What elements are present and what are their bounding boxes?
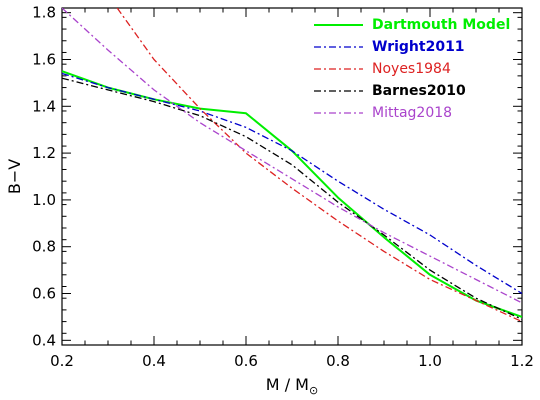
axes	[61, 7, 523, 346]
x-axis-title-subscript: ⊙	[309, 384, 318, 397]
series-line-dartmouth-model	[62, 70, 522, 318]
x-tick-label: 0.4	[142, 352, 166, 370]
x-tick-label: 1.0	[418, 352, 442, 370]
series-line-wright2011	[62, 72, 522, 295]
legend: Dartmouth Model Wright2011 Noyes1984 Barnes…	[314, 17, 510, 121]
y-tick-label: 1.2	[32, 144, 56, 162]
x-tick-label: 0.2	[50, 352, 74, 370]
x-tick-label: 1.2	[510, 352, 534, 370]
plot-frame	[61, 7, 523, 346]
y-tick-label: 1.0	[32, 191, 56, 209]
y-tick-label: 1.8	[32, 4, 56, 22]
series-line-noyes1984	[116, 8, 522, 323]
y-tick-label: 1.4	[32, 97, 56, 115]
y-tick-label: 0.4	[32, 331, 56, 349]
x-tick-label: 0.8	[326, 352, 350, 370]
x-axis-title-main: M / M	[266, 375, 309, 394]
legend-label: Mittag2018	[372, 105, 452, 121]
legend-label: Barnes2010	[372, 83, 466, 99]
legend-label: Wright2011	[372, 39, 465, 55]
series-line-mittag2018	[62, 8, 522, 304]
y-tick-label: 0.8	[32, 238, 56, 256]
x-tick-label: 0.6	[234, 352, 258, 370]
ticks: 0.2 0.4 0.6 0.8 1.0 1.2 0.4 0.6 0.8 1.0 1.2 1.4 1.6 1…	[32, 4, 534, 370]
series-line-barnes2010	[62, 77, 522, 320]
legend-label: Dartmouth Model	[372, 17, 510, 33]
x-axis-title: M / M⊙	[266, 375, 318, 397]
y-tick-label: 0.6	[32, 285, 56, 303]
series-lines	[62, 8, 522, 323]
y-tick-label: 1.6	[32, 50, 56, 68]
y-axis-title: B−V	[5, 159, 24, 194]
legend-label: Noyes1984	[372, 61, 451, 77]
